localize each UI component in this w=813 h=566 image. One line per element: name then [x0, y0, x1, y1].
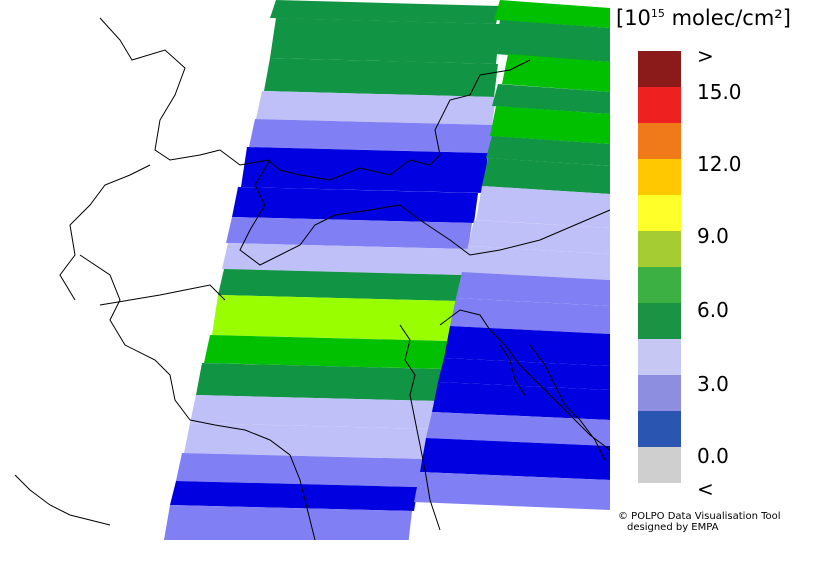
- pixel-band: [492, 84, 610, 114]
- pixel-band: [438, 358, 610, 390]
- legend-swatch: [638, 195, 681, 231]
- border-line: [99, 17, 221, 161]
- legend-swatch: [638, 159, 681, 195]
- pixel-band: [249, 119, 494, 153]
- legend-swatch: [638, 447, 681, 483]
- legend-label: 3.0: [697, 372, 729, 396]
- pixel-band: [476, 186, 610, 228]
- legend-swatch: [638, 411, 681, 447]
- coastline: [189, 419, 316, 540]
- pixel-band: [482, 158, 610, 194]
- pixel-band: [456, 272, 610, 306]
- legend-swatch: [638, 51, 681, 87]
- legend-swatch: [638, 123, 681, 159]
- legend-swatch: [638, 87, 681, 123]
- pixel-band: [426, 412, 610, 446]
- pixel-band: [170, 481, 418, 511]
- pixel-band: [502, 54, 610, 92]
- pixel-band: [241, 147, 488, 193]
- pixel-band: [264, 58, 498, 97]
- coastlines-and-borders: [14, 17, 611, 540]
- legend-label: 6.0: [697, 298, 729, 322]
- pixel-band: [490, 106, 610, 144]
- pixel-band: [494, 0, 610, 28]
- pixel-band: [270, 18, 500, 64]
- pixel-band: [494, 20, 610, 62]
- pixel-band: [420, 438, 610, 480]
- legend-swatch: [638, 231, 681, 267]
- pixel-band: [486, 136, 610, 166]
- pixel-band: [196, 363, 442, 401]
- pixel-band: [204, 335, 448, 369]
- color-legend: [638, 51, 681, 483]
- border-line: [99, 284, 226, 306]
- border-line: [79, 254, 191, 421]
- credit-line-1: © POLPO Data Visualisation Tool: [618, 511, 781, 522]
- pixel-band: [468, 220, 610, 254]
- coastline: [399, 324, 441, 531]
- unit-label: [1015 molec/cm²]: [616, 6, 791, 30]
- coastline: [499, 344, 526, 396]
- pixel-band: [218, 269, 462, 301]
- credit-text: © POLPO Data Visualisation Tool designed…: [618, 511, 781, 533]
- pixel-band: [462, 246, 610, 280]
- legend-label: 0.0: [697, 444, 729, 468]
- legend-label: <: [697, 477, 714, 501]
- pixel-band: [222, 243, 468, 275]
- pixel-band: [184, 423, 430, 459]
- coastline: [529, 344, 606, 461]
- coastline: [14, 474, 111, 526]
- border-line: [219, 149, 441, 181]
- pixel-band: [164, 505, 412, 540]
- pixel-band: [212, 295, 456, 341]
- legend-swatch: [638, 375, 681, 411]
- border-line: [59, 164, 151, 301]
- pixel-band: [190, 395, 436, 429]
- pixel-band: [444, 326, 610, 366]
- legend-swatch: [638, 339, 681, 375]
- satellite-pixel-bands: [164, 0, 610, 540]
- legend-label: 15.0: [697, 80, 742, 104]
- legend-label: 9.0: [697, 224, 729, 248]
- pixel-band: [270, 0, 500, 24]
- pixel-band: [176, 453, 424, 487]
- border-line: [334, 204, 611, 256]
- border-line: [239, 159, 336, 266]
- legend-swatch: [638, 303, 681, 339]
- map-view: [14, 0, 611, 540]
- pixel-band: [414, 472, 610, 510]
- pixel-band: [226, 217, 472, 249]
- coastline: [439, 309, 611, 451]
- legend-swatch: [638, 267, 681, 303]
- legend-label: 12.0: [697, 152, 742, 176]
- pixel-band: [232, 187, 478, 223]
- border-line: [434, 59, 531, 156]
- legend-label: >: [697, 44, 714, 68]
- pixel-band: [450, 298, 610, 334]
- pixel-band: [256, 91, 496, 125]
- credit-line-2: designed by EMPA: [627, 522, 719, 533]
